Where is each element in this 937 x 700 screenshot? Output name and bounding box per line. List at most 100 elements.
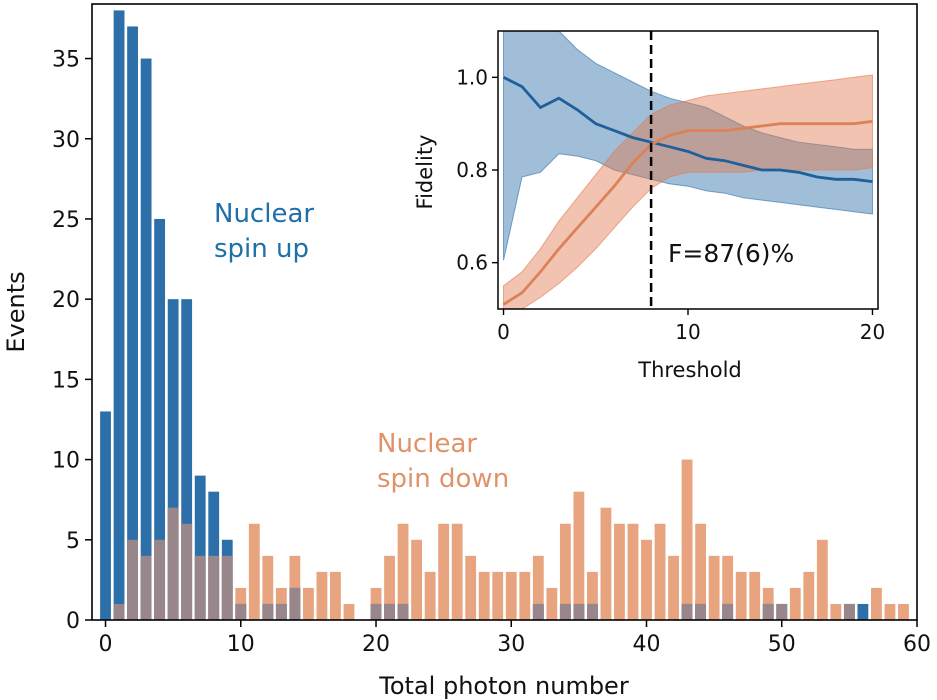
main-y-tick-label: 10 xyxy=(52,449,80,474)
overlap-bar xyxy=(722,603,734,620)
spin-down-bar xyxy=(438,523,450,620)
inset-y-axis-title: Fidelity xyxy=(413,135,437,210)
spin-down-bar xyxy=(478,571,490,620)
main-histogram: 0 10 20 30 40 50 60 0 5 10 15 20 25 30 35 Total photo… xyxy=(2,3,931,700)
spin-up-bars xyxy=(100,10,869,621)
main-x-tick-label: 20 xyxy=(362,632,390,657)
annotation-spin-up: Nuclear spin up xyxy=(214,199,314,264)
spin-down-bar xyxy=(411,539,422,620)
spin-down-bar xyxy=(532,555,544,620)
main-x-ticks: 0 10 20 30 40 50 60 xyxy=(99,620,931,657)
spin-down-fidelity-line xyxy=(502,120,873,306)
main-x-tick-label: 0 xyxy=(99,632,113,657)
spin-down-bar xyxy=(871,587,882,620)
spin-up-bar xyxy=(100,411,111,620)
overlap-bar xyxy=(154,539,166,620)
main-x-tick-label: 50 xyxy=(768,632,796,657)
spin-down-bar xyxy=(492,571,504,620)
overlap-bar xyxy=(167,507,179,620)
overlap-bar xyxy=(140,555,152,620)
inset-x-axis-title: Threshold xyxy=(637,358,742,382)
spin-down-bar xyxy=(600,507,612,620)
spin-down-bar xyxy=(289,555,301,620)
main-x-tick-label: 40 xyxy=(633,632,661,657)
spin-up-bar xyxy=(154,218,166,621)
spin-down-bar xyxy=(641,539,652,620)
inset-y-tick-label: 0.8 xyxy=(456,158,488,182)
main-y-ticks: 0 5 10 15 20 25 30 35 xyxy=(52,48,92,634)
overlap-bar xyxy=(262,603,274,620)
overlap-bar xyxy=(695,603,707,620)
overlap-bar xyxy=(235,603,247,620)
inset-plot-area xyxy=(502,31,873,309)
spin-down-bar xyxy=(343,603,355,620)
spin-down-bar xyxy=(316,571,328,620)
spin-down-bar xyxy=(559,523,571,620)
overlap-bar xyxy=(762,603,774,620)
spin-down-bar xyxy=(668,555,679,620)
spin-down-bar xyxy=(884,603,896,620)
spin-down-bar xyxy=(248,523,260,620)
overlap-bar xyxy=(221,555,233,620)
spin-up-bar xyxy=(857,603,869,620)
main-y-tick-label: 20 xyxy=(52,288,80,313)
overlap-bar xyxy=(208,555,220,620)
spin-down-bar xyxy=(465,555,477,620)
inset-x-ticks: 0 10 20 xyxy=(497,309,885,344)
spin-down-bar xyxy=(681,459,693,620)
main-y-tick-label: 15 xyxy=(52,368,80,393)
spin-down-bar xyxy=(816,539,828,620)
overlap-bar xyxy=(776,603,788,620)
main-x-tick-label: 10 xyxy=(227,632,255,657)
overlap-bar xyxy=(397,603,409,620)
spin-down-bar xyxy=(546,587,558,620)
spin-down-bar xyxy=(830,603,842,620)
spin-down-bar xyxy=(384,555,395,620)
main-x-tick-label: 30 xyxy=(497,632,525,657)
main-y-tick-label: 35 xyxy=(52,48,80,73)
main-x-axis-title: Total photon number xyxy=(378,672,629,700)
spin-down-bar xyxy=(708,555,720,620)
spin-up-fidelity-line xyxy=(502,76,873,183)
spin-down-bar xyxy=(627,523,639,620)
overlap-bar xyxy=(573,603,585,620)
main-axes-frame xyxy=(91,3,918,621)
spin-up-confidence-band xyxy=(503,31,873,261)
overlap-bar xyxy=(559,603,571,620)
overlap-bar xyxy=(532,603,544,620)
main-y-tick-label: 0 xyxy=(66,609,80,634)
inset-x-tick-label: 20 xyxy=(860,320,885,344)
spin-up-bar xyxy=(181,299,193,620)
spin-up-bar xyxy=(194,475,206,620)
overlap-bar xyxy=(843,603,855,620)
spin-down-bar xyxy=(262,555,274,620)
spin-down-confidence-band xyxy=(503,74,873,309)
inset-y-ticks: 0.6 0.8 1.0 xyxy=(456,65,498,275)
annotation-spin-up-line1: Nuclear xyxy=(214,199,314,229)
annotation-spin-up-line2: spin up xyxy=(214,234,309,264)
spin-up-bar xyxy=(113,10,125,620)
inset-x-tick-label: 0 xyxy=(497,320,510,344)
inset-y-tick-label: 0.6 xyxy=(456,251,488,275)
main-y-tick-label: 25 xyxy=(52,208,80,233)
inset-x-tick-label: 10 xyxy=(675,320,700,344)
main-y-tick-label: 5 xyxy=(66,529,80,554)
overlap-bar xyxy=(587,603,598,620)
spin-down-bar xyxy=(330,571,341,620)
spin-down-bar xyxy=(519,571,531,620)
annotation-spin-down: Nuclear spin down xyxy=(377,429,509,494)
main-y-tick-label: 30 xyxy=(52,128,80,153)
spin-down-bar xyxy=(749,571,761,620)
overlap-bar xyxy=(384,603,395,620)
spin-down-bar xyxy=(424,571,436,620)
overlap-bar xyxy=(370,603,382,620)
spin-down-bar xyxy=(505,571,517,620)
inset-fidelity-plot: 0 10 20 0.6 0.8 1.0 Threshold Fidelity F=87(… xyxy=(413,30,885,382)
spin-down-bar xyxy=(573,491,585,620)
spin-down-bar xyxy=(898,603,909,620)
fidelity-annotation: F=87(6)% xyxy=(668,239,794,268)
spin-down-bar xyxy=(397,523,409,620)
spin-up-bar xyxy=(140,58,152,620)
overlap-bar xyxy=(113,603,125,620)
